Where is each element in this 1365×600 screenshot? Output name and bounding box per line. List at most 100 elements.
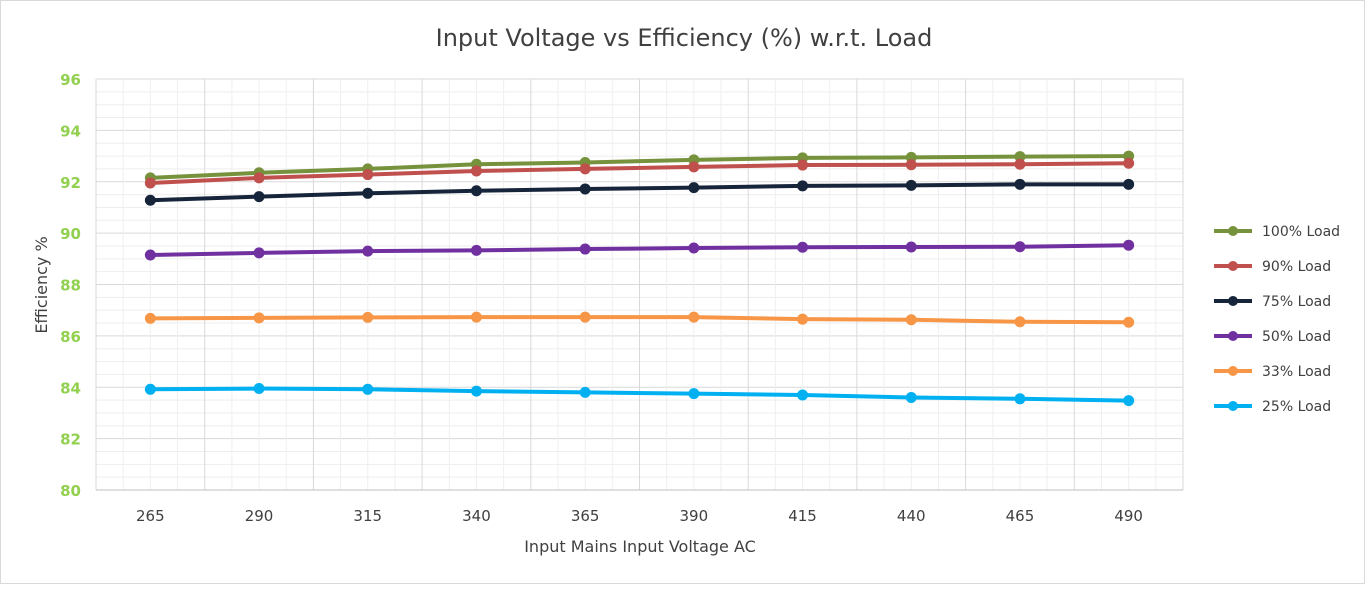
x-axis-title: Input Mains Input Voltage AC (524, 537, 756, 556)
y-tick-label: 90 (60, 225, 81, 243)
data-point (362, 187, 374, 199)
chart-area: Input Voltage vs Efficiency (%) w.r.t. L… (0, 0, 1365, 584)
legend-item: 100% Load (1214, 224, 1340, 240)
data-point (688, 388, 700, 400)
x-tick-label: 290 (245, 507, 274, 525)
data-point (144, 312, 156, 324)
data-point (1014, 316, 1026, 328)
data-point (253, 191, 265, 203)
data-point (797, 389, 809, 401)
data-point (470, 165, 482, 177)
data-point (144, 194, 156, 206)
y-tick-label: 80 (60, 482, 81, 500)
data-point (579, 311, 591, 323)
legend-label: 90% Load (1262, 259, 1331, 275)
data-point (905, 179, 917, 191)
legend-label: 25% Load (1262, 399, 1331, 415)
x-tick-label: 265 (136, 507, 165, 525)
x-axis-ticks: 265 290 315 340 365 390 415 440 465 490 (136, 507, 1143, 525)
data-point (1123, 239, 1135, 251)
x-tick-label: 465 (1006, 507, 1035, 525)
legend-label: 75% Load (1262, 294, 1331, 310)
legend-label: 50% Load (1262, 329, 1331, 345)
data-point (579, 163, 591, 175)
legend-swatch-marker (1228, 226, 1238, 236)
y-tick-label: 92 (60, 174, 81, 192)
data-point (797, 159, 809, 171)
chart-title: Input Voltage vs Efficiency (%) w.r.t. L… (436, 24, 933, 52)
y-tick-label: 82 (60, 431, 81, 449)
x-tick-label: 440 (897, 507, 926, 525)
data-point (1123, 157, 1135, 169)
legend-label: 100% Load (1262, 224, 1340, 240)
data-point (362, 383, 374, 395)
x-tick-label: 415 (788, 507, 817, 525)
x-tick-label: 340 (462, 507, 491, 525)
data-point (1123, 316, 1135, 328)
data-point (362, 245, 374, 257)
data-point (905, 314, 917, 326)
legend-item: 25% Load (1214, 399, 1331, 415)
data-point (470, 185, 482, 197)
data-point (144, 249, 156, 261)
data-point (905, 159, 917, 171)
data-point (362, 311, 374, 323)
legend-label: 33% Load (1262, 364, 1331, 380)
data-point (1014, 178, 1026, 190)
data-point (362, 169, 374, 181)
data-point (579, 386, 591, 398)
y-tick-label: 86 (60, 328, 81, 346)
y-tick-label: 94 (60, 122, 81, 140)
data-point (1123, 178, 1135, 190)
data-point (1014, 158, 1026, 170)
data-point (688, 242, 700, 254)
x-tick-label: 365 (571, 507, 600, 525)
y-tick-label: 84 (60, 379, 81, 397)
legend-item: 33% Load (1214, 364, 1331, 380)
data-point (579, 243, 591, 255)
series-line (150, 161, 1129, 186)
line-chart: Input Voltage vs Efficiency (%) w.r.t. L… (32, 24, 1340, 556)
data-point (905, 392, 917, 404)
y-axis-title: Efficiency % (32, 236, 51, 333)
series-line (150, 315, 1129, 325)
data-point (797, 313, 809, 325)
data-point (144, 177, 156, 189)
series-line (150, 154, 1129, 180)
data-point (253, 383, 265, 395)
data-point (1014, 393, 1026, 405)
data-point (470, 311, 482, 323)
series (144, 383, 1135, 407)
gridlines (95, 78, 1184, 490)
series (144, 178, 1135, 206)
data-point (253, 247, 265, 259)
data-point (253, 172, 265, 184)
data-point (688, 182, 700, 194)
series (144, 157, 1135, 189)
series-line (150, 386, 1129, 403)
data-point (579, 183, 591, 195)
series (144, 311, 1135, 328)
series-lines (144, 150, 1135, 407)
series-line (150, 243, 1129, 257)
data-point (1123, 395, 1135, 407)
legend-item: 50% Load (1214, 329, 1331, 345)
data-point (470, 244, 482, 256)
data-point (1014, 241, 1026, 253)
data-point (144, 383, 156, 395)
y-tick-label: 88 (60, 277, 81, 295)
series (144, 239, 1135, 261)
x-tick-label: 390 (680, 507, 709, 525)
legend-swatch-marker (1228, 261, 1238, 271)
legend-swatch-marker (1228, 296, 1238, 306)
data-point (905, 241, 917, 253)
data-point (797, 180, 809, 192)
y-axis-ticks: 80 82 84 86 88 90 92 94 96 (60, 71, 81, 500)
legend-swatch-marker (1228, 401, 1238, 411)
data-point (253, 312, 265, 324)
y-tick-label: 96 (60, 71, 81, 89)
legend: 100% Load 90% Load 75% Load 50% Load 33% Loa… (1214, 224, 1340, 415)
series-line (150, 182, 1129, 203)
data-point (688, 311, 700, 323)
data-point (797, 241, 809, 253)
